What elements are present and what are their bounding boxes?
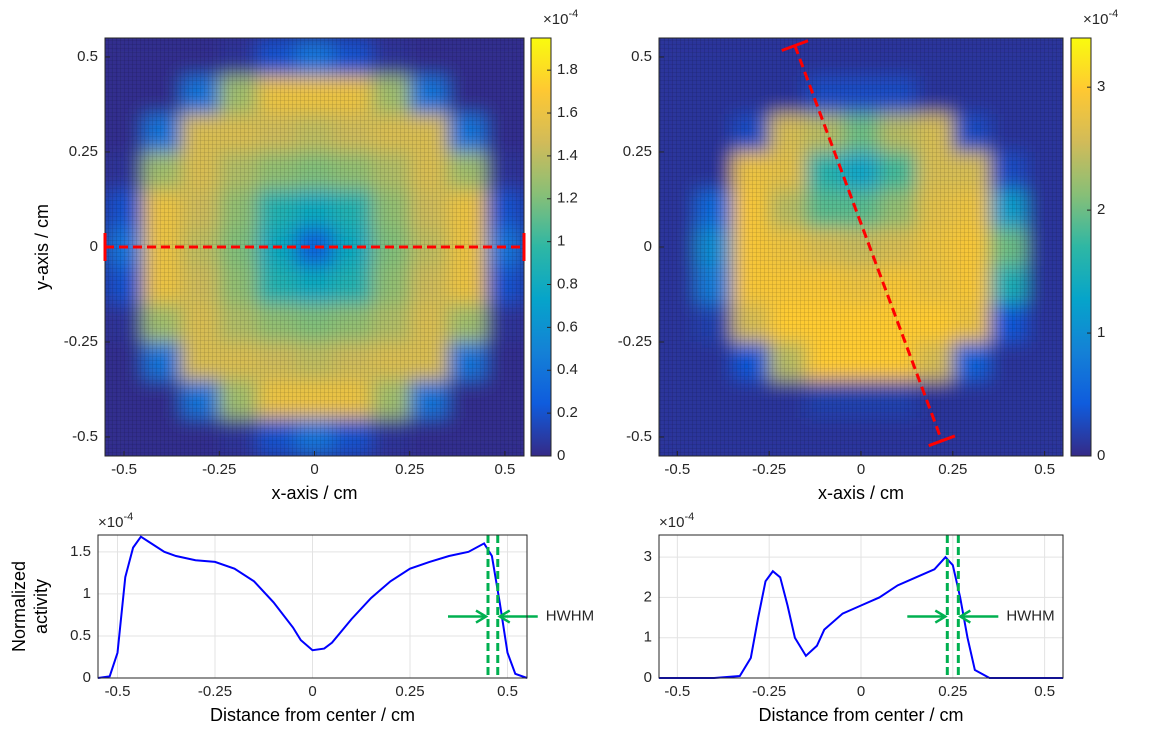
colorbar-tick-label: 1 [1097,324,1105,341]
x-tick-label: 0.25 [938,461,967,478]
line-series [97,535,528,679]
y-tick-label: 0 [83,669,91,686]
y-axis-label: Normalized [9,561,29,652]
y-tick-label: -0.25 [618,333,652,350]
profile-end-cap [928,434,956,448]
colorbar-tick-label: 0 [1097,447,1105,464]
x-tick-label: -0.5 [664,683,690,700]
x-axis-label: Distance from center / cm [758,705,963,725]
hwhm-arrow-head [957,609,971,624]
y-tick-label: 0.5 [631,48,652,65]
colorbar [1070,37,1092,457]
y-tick-label: 0.25 [69,143,98,160]
x-tick-label: 0.25 [395,461,424,478]
y-tick-label: 1.5 [70,543,91,560]
y-tick-label: 0.5 [77,48,98,65]
x-tick-label: -0.25 [198,683,232,700]
colorbar-tick-label: 3 [1097,78,1105,95]
x-tick-label: -0.5 [105,683,131,700]
x-tick-label: 0 [308,683,316,700]
axes-frame [658,534,1064,679]
colorbar-tick-label: 0.2 [557,404,578,421]
y-axis-label: activity [31,579,51,634]
colorbar-tick-label: 1.6 [557,104,578,121]
multiplier-exponent: -4 [123,511,133,523]
x-tick-label: 0.25 [395,683,424,700]
hwhm-arrow-head [934,609,948,624]
y-tick-label: 0 [644,238,652,255]
multiplier-exponent: -4 [684,511,694,523]
x-tick-label: -0.25 [752,461,786,478]
y-tick-label: 3 [644,548,652,565]
x-tick-label: -0.25 [752,683,786,700]
colorbar-tick-label: 0 [557,447,565,464]
colorbar-tick-label: 1 [557,233,565,250]
axis-multiplier: ×10-4 [98,511,133,531]
y-tick-label: 0.5 [70,627,91,644]
multiplier-base: ×10 [1083,11,1108,28]
colorbar-tick-label: 1.8 [557,61,578,78]
colorbar-tick-label: 0.4 [557,361,578,378]
multiplier-exponent: -4 [1108,8,1118,20]
x-tick-label: -0.25 [202,461,236,478]
profile-end-cap [781,39,809,52]
heatmap-clip [105,38,524,456]
multiplier-base: ×10 [98,514,123,531]
y-tick-label: 1 [83,585,91,602]
y-tick-label: -0.5 [626,428,652,445]
heatmap-mesh [105,38,524,456]
x-tick-label: 0.5 [497,683,518,700]
x-tick-label: 0.5 [1034,683,1055,700]
hwhm-label: HWHM [546,607,594,624]
hwhm-arrow-head [497,609,511,624]
y-tick-label: -0.5 [72,428,98,445]
x-tick-label: -0.5 [111,461,137,478]
multiplier-base: ×10 [659,514,684,531]
hwhm-arrow-head [475,609,489,624]
line-series [659,555,1063,679]
x-axis-label: Distance from center / cm [210,705,415,725]
x-tick-label: 0 [857,461,865,478]
x-tick-label: 0.5 [495,461,516,478]
colorbar-tick-label: 2 [1097,201,1105,218]
x-tick-label: 0.25 [938,683,967,700]
axis-multiplier: ×10-4 [659,511,694,531]
x-tick-label: 0.5 [1034,461,1055,478]
colorbar-tick-label: 0.8 [557,275,578,292]
colorbar-tick-label: 1.2 [557,190,578,207]
x-axis-label: x-axis / cm [818,483,904,503]
heatmap-clip [659,38,1063,456]
x-tick-label: -0.5 [664,461,690,478]
colorbar-multiplier: ×10-4 [1083,8,1118,28]
y-axis-label: y-axis / cm [32,204,52,290]
y-tick-label: 1 [644,629,652,646]
x-tick-label: 0 [310,461,318,478]
colorbar [530,37,552,457]
y-tick-label: 0 [644,669,652,686]
profile-line [793,45,944,442]
x-axis-label: x-axis / cm [271,483,357,503]
y-tick-label: 0 [90,238,98,255]
multiplier-base: ×10 [543,11,568,28]
axes-frame [97,534,528,679]
x-tick-label: 0 [857,683,865,700]
colorbar-tick-label: 0.6 [557,318,578,335]
y-tick-label: 2 [644,588,652,605]
multiplier-exponent: -4 [568,8,578,20]
y-tick-label: 0.25 [623,143,652,160]
y-tick-label: -0.25 [64,333,98,350]
colorbar-multiplier: ×10-4 [543,8,578,28]
colorbar-tick-label: 1.4 [557,147,578,164]
heatmap-mesh [659,38,1063,456]
hwhm-label: HWHM [1006,607,1054,624]
